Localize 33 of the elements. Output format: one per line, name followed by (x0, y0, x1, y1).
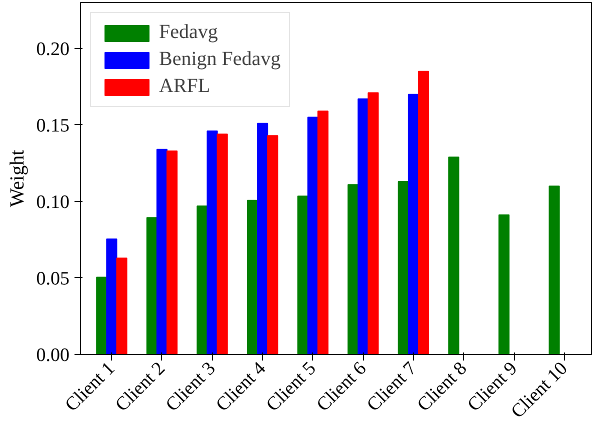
bar (368, 92, 379, 354)
bar (246, 200, 258, 354)
bar (166, 150, 178, 354)
bar (146, 217, 158, 354)
legend-label: Fedavg (159, 21, 218, 44)
bar (116, 258, 128, 354)
bar (196, 206, 208, 354)
bar (358, 98, 369, 354)
bar (418, 70, 430, 354)
y-tick-label: 0.15 (36, 115, 70, 136)
bar (317, 110, 328, 354)
bar (408, 94, 419, 354)
bar (307, 116, 318, 354)
bar (498, 214, 510, 354)
bar (448, 156, 460, 354)
bar (257, 122, 268, 354)
bar (267, 135, 278, 354)
bar (548, 186, 560, 354)
y-tick-label: 0.05 (36, 268, 70, 290)
legend-label: Benign Fedavg (159, 48, 281, 71)
bar (348, 184, 359, 354)
bar (156, 148, 168, 354)
bar (106, 238, 118, 354)
y-tick-label: 0.00 (36, 345, 70, 366)
bar (216, 134, 228, 354)
bar (206, 130, 218, 354)
y-axis-title: Weight (6, 149, 28, 208)
y-tick-label: 0.10 (36, 192, 70, 213)
bar (398, 181, 409, 354)
legend-label: ARFL (159, 75, 210, 98)
y-tick-label: 0.20 (36, 38, 70, 60)
bar (96, 276, 108, 354)
bar (297, 196, 308, 354)
